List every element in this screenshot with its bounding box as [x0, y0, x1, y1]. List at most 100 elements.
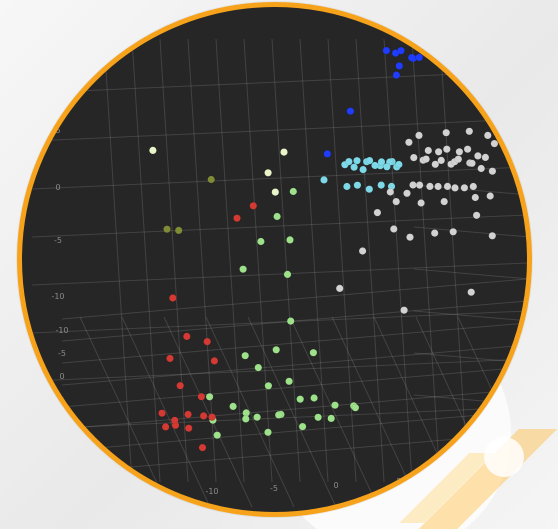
data-point [353, 181, 362, 190]
data-point [415, 53, 424, 62]
data-point [469, 182, 478, 191]
data-point [272, 345, 281, 354]
data-point [365, 156, 374, 165]
grid-line [31, 310, 527, 334]
plot-grid [31, 38, 527, 508]
data-point [481, 153, 490, 162]
grid-line [31, 214, 527, 238]
data-point [213, 431, 222, 440]
data-point [400, 306, 408, 315]
data-point [449, 227, 458, 236]
data-point [331, 401, 339, 410]
floor-grid-line [289, 316, 379, 508]
data-point [424, 146, 433, 155]
floor-grid-line [373, 316, 463, 508]
data-point [407, 53, 416, 62]
data-point [184, 410, 192, 419]
data-point [203, 337, 212, 346]
data-point [197, 392, 206, 401]
data-point [427, 50, 436, 59]
data-point [451, 184, 459, 192]
grid-line [439, 38, 469, 483]
grid-line [299, 38, 329, 483]
data-point [389, 225, 398, 233]
depth-grid-line [413, 226, 527, 238]
circular-chart-frame: 5 0 -5 -10 -10 -5 0 5 -10 -5 0 5 10 [17, 2, 532, 517]
data-point [233, 214, 241, 223]
data-point [483, 131, 492, 140]
axis-tick-label: -5 [54, 236, 62, 245]
data-point [327, 414, 336, 423]
depth-grid-line [413, 268, 527, 280]
grid-line [243, 38, 273, 483]
grid-line [187, 38, 217, 483]
data-point [472, 211, 481, 220]
data-point [471, 193, 480, 202]
data-point [283, 270, 292, 279]
grid-line [31, 70, 527, 94]
data-point [488, 231, 497, 240]
grid-line [31, 262, 527, 286]
data-point [467, 288, 476, 297]
data-point [442, 145, 451, 154]
data-point [205, 392, 214, 401]
data-point [460, 183, 469, 192]
data-point [210, 357, 219, 365]
data-point [351, 403, 360, 412]
data-point [345, 157, 353, 166]
data-point [377, 181, 386, 189]
data-point [264, 168, 272, 177]
data-point [298, 422, 307, 431]
data-point [440, 197, 449, 206]
axis-tick-label: 0 [333, 481, 338, 490]
plot-points [149, 46, 499, 452]
floor-grid-line [61, 300, 527, 342]
data-point [454, 155, 463, 164]
data-point [426, 182, 434, 191]
data-point [166, 354, 174, 363]
data-point [264, 381, 273, 390]
axis-tick-label: -5 [270, 484, 278, 493]
floor-grid-line [61, 366, 527, 408]
data-point [254, 363, 263, 372]
data-point [468, 159, 476, 168]
data-point [314, 413, 322, 422]
data-point [207, 175, 216, 184]
data-point [397, 46, 405, 55]
data-point [463, 145, 472, 154]
data-point [309, 348, 318, 357]
data-point [253, 413, 261, 422]
data-point [417, 199, 425, 207]
data-point [184, 424, 193, 433]
data-point [170, 416, 179, 425]
data-point [335, 284, 344, 293]
floor-grid-line [61, 278, 527, 320]
data-point [346, 107, 355, 116]
axis-tick-label: -10 [55, 326, 68, 335]
floor-grid-line [457, 316, 527, 468]
data-point [392, 71, 401, 79]
data-point [365, 185, 374, 194]
data-point [323, 150, 332, 158]
floor-grid-line [61, 344, 527, 386]
data-point [395, 62, 404, 70]
data-point [431, 160, 440, 169]
data-point [241, 415, 250, 423]
data-point [343, 182, 351, 191]
axis-tick-label: -5 [58, 349, 66, 358]
grid-line [131, 38, 161, 483]
floor-grid-line [121, 316, 211, 508]
data-point [488, 167, 497, 176]
data-point [296, 395, 305, 404]
data-point [229, 402, 237, 411]
data-point [406, 233, 414, 242]
grid-line [411, 38, 441, 483]
floor-grid-line [61, 432, 527, 474]
data-point [241, 351, 250, 360]
floor-grid-line [331, 316, 421, 508]
grid-line [31, 166, 527, 190]
data-point [437, 156, 446, 165]
data-point [405, 138, 413, 147]
data-point [264, 428, 272, 437]
data-point [434, 182, 442, 191]
